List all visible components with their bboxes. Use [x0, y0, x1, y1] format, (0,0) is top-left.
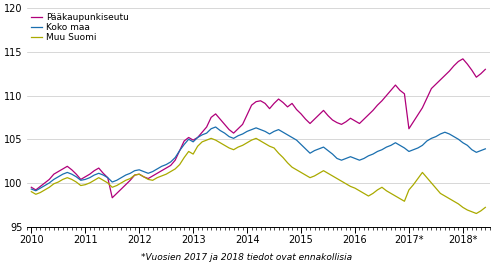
Pääkaupunkiseutu: [132, 174, 138, 177]
Pääkaupunkiseutu: [388, 89, 394, 92]
Pääkaupunkiseutu: [240, 123, 246, 126]
Koko maa: [28, 187, 34, 191]
Pääkaupunkiseutu: [352, 119, 358, 122]
Koko maa: [244, 130, 250, 133]
Line: Pääkaupunkiseutu: Pääkaupunkiseutu: [31, 59, 485, 198]
Pääkaupunkiseutu: [482, 68, 488, 71]
Pääkaupunkiseutu: [28, 186, 34, 189]
Line: Koko maa: Koko maa: [31, 127, 485, 191]
Muu Suomi: [208, 137, 214, 140]
Koko maa: [212, 125, 218, 129]
Muu Suomi: [482, 206, 488, 209]
Pääkaupunkiseutu: [118, 187, 124, 191]
Koko maa: [392, 141, 398, 144]
Legend: Pääkaupunkiseutu, Koko maa, Muu Suomi: Pääkaupunkiseutu, Koko maa, Muu Suomi: [30, 11, 130, 44]
Koko maa: [118, 176, 124, 179]
Muu Suomi: [114, 184, 120, 187]
Pääkaupunkiseutu: [424, 96, 430, 100]
Line: Muu Suomi: Muu Suomi: [31, 138, 485, 214]
Koko maa: [428, 137, 434, 140]
Koko maa: [482, 147, 488, 151]
Koko maa: [357, 159, 363, 162]
Muu Suomi: [473, 212, 479, 215]
Muu Suomi: [28, 190, 34, 193]
Muu Suomi: [352, 187, 358, 190]
Pääkaupunkiseutu: [460, 57, 466, 60]
Koko maa: [132, 169, 138, 172]
Muu Suomi: [240, 144, 246, 147]
Koko maa: [33, 189, 39, 192]
Muu Suomi: [127, 177, 133, 180]
Text: *Vuosien 2017 ja 2018 tiedot ovat ennakollisia: *Vuosien 2017 ja 2018 tiedot ovat ennako…: [141, 253, 353, 262]
Pääkaupunkiseutu: [109, 196, 115, 199]
Muu Suomi: [424, 176, 430, 179]
Muu Suomi: [388, 192, 394, 195]
